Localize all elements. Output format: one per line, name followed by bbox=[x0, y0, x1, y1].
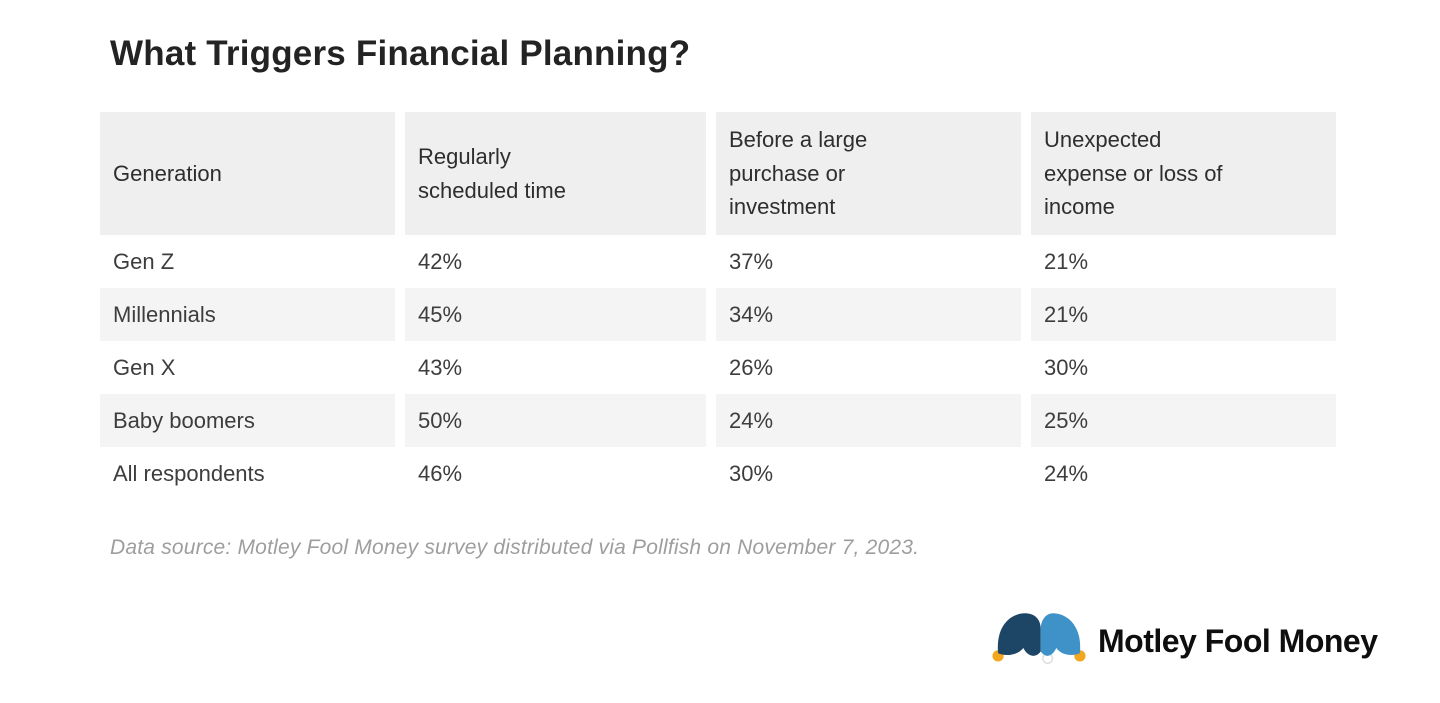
motley-fool-money-logo: Motley Fool Money bbox=[992, 604, 1378, 666]
table-row: Baby boomers 50% 24% 25% bbox=[100, 394, 1336, 447]
cell-generation: Baby boomers bbox=[100, 394, 395, 447]
cell-value: 30% bbox=[716, 447, 1021, 500]
logo-text: Motley Fool Money bbox=[1098, 622, 1378, 659]
cell-value: 50% bbox=[405, 394, 706, 447]
data-source-note: Data source: Motley Fool Money survey di… bbox=[110, 536, 920, 559]
header-cell-regular: Regularly scheduled time bbox=[405, 112, 706, 235]
jester-hat-icon bbox=[992, 613, 1086, 664]
cell-value: 46% bbox=[405, 447, 706, 500]
table-row: Gen X 43% 26% 30% bbox=[100, 341, 1336, 394]
header-cell-unexpected: Unexpected expense or loss of income bbox=[1031, 112, 1336, 235]
data-table: Generation Regularly scheduled time Befo… bbox=[100, 112, 1336, 500]
table-row: All respondents 46% 30% 24% bbox=[100, 447, 1336, 500]
cell-value: 25% bbox=[1031, 394, 1336, 447]
cell-generation: All respondents bbox=[100, 447, 395, 500]
cell-value: 37% bbox=[716, 235, 1021, 288]
cell-value: 24% bbox=[1031, 447, 1336, 500]
cell-value: 34% bbox=[716, 288, 1021, 341]
header-cell-generation: Generation bbox=[100, 112, 395, 235]
table-row: Millennials 45% 34% 21% bbox=[100, 288, 1336, 341]
cell-value: 26% bbox=[716, 341, 1021, 394]
cell-value: 43% bbox=[405, 341, 706, 394]
cell-value: 24% bbox=[716, 394, 1021, 447]
table-header-row: Generation Regularly scheduled time Befo… bbox=[100, 112, 1336, 235]
cell-generation: Millennials bbox=[100, 288, 395, 341]
cell-generation: Gen X bbox=[100, 341, 395, 394]
cell-value: 42% bbox=[405, 235, 706, 288]
cell-value: 21% bbox=[1031, 288, 1336, 341]
cell-value: 45% bbox=[405, 288, 706, 341]
cell-value: 21% bbox=[1031, 235, 1336, 288]
table-row: Gen Z 42% 37% 21% bbox=[100, 235, 1336, 288]
page-title: What Triggers Financial Planning? bbox=[110, 34, 691, 73]
header-cell-purchase: Before a large purchase or investment bbox=[716, 112, 1021, 235]
cell-generation: Gen Z bbox=[100, 235, 395, 288]
cell-value: 30% bbox=[1031, 341, 1336, 394]
